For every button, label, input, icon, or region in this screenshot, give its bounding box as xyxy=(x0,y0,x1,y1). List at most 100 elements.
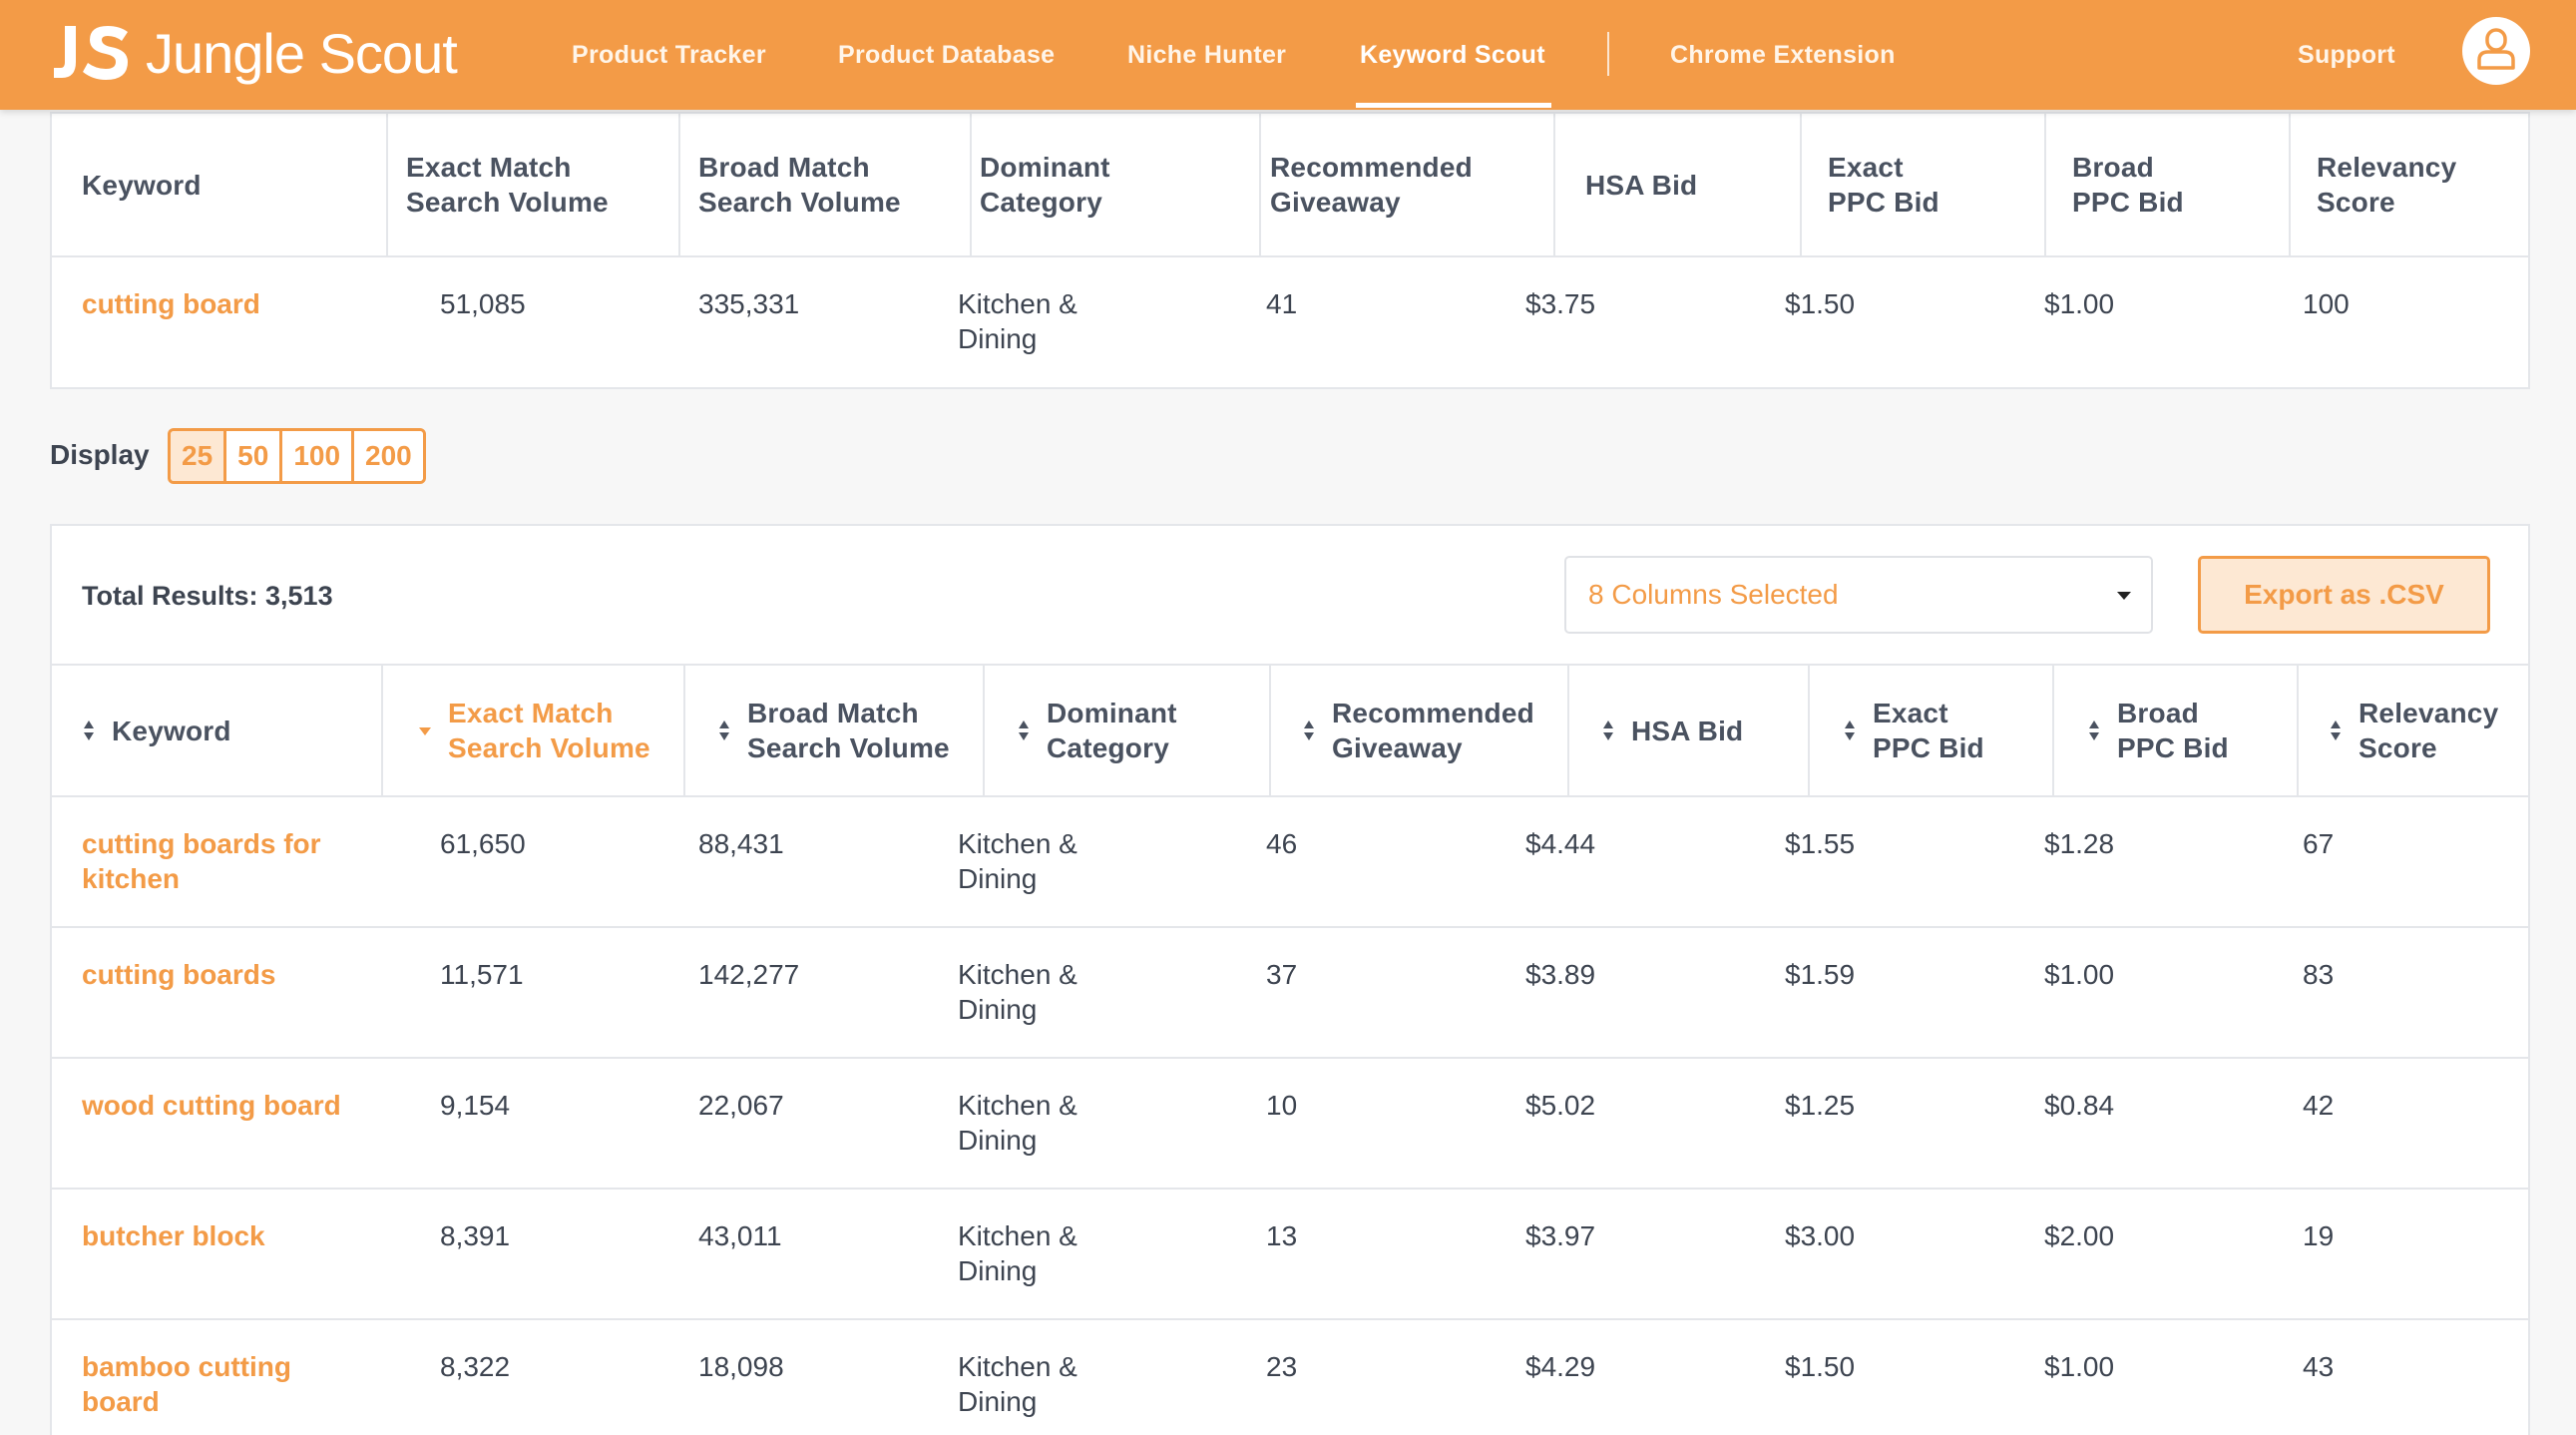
cell-relevancy: 67 xyxy=(2303,828,2335,859)
sort-arrows-icon[interactable] xyxy=(1017,718,1031,743)
keyword-link[interactable]: cutting board xyxy=(82,288,260,319)
column-header-broad-ppc[interactable]: Broad PPC Bid xyxy=(2087,666,2229,795)
column-header-category: Dominant Category xyxy=(980,114,1110,255)
column-header-exact-ppc: Exact PPC Bid xyxy=(1828,114,1939,255)
column-header-category[interactable]: Dominant Category xyxy=(1017,666,1177,795)
sort-arrows-icon[interactable] xyxy=(82,718,96,743)
column-divider xyxy=(1567,666,1569,795)
keyword-link[interactable]: butcher block xyxy=(82,1220,265,1251)
cell-giveaway: 46 xyxy=(1266,828,1298,859)
table-row[interactable]: bamboo cutting board 8,322 18,098 Kitchen &… xyxy=(52,1320,2528,1435)
nav-chrome-extension[interactable]: Chrome Extension xyxy=(1670,40,1896,69)
column-header-keyword[interactable]: Keyword xyxy=(82,666,231,795)
sort-arrows-icon[interactable] xyxy=(1302,718,1316,743)
keyword-link[interactable]: cutting boards xyxy=(82,959,276,990)
column-header-relevancy: Relevancy Score xyxy=(2317,114,2456,255)
cell-broad-volume: 43,011 xyxy=(698,1220,782,1251)
column-header-broad-ppc: Broad PPC Bid xyxy=(2072,114,2184,255)
user-avatar[interactable] xyxy=(2462,17,2530,85)
column-header-exact-volume[interactable]: Exact Match Search Volume xyxy=(418,666,650,795)
keyword-link[interactable]: bamboo cutting board xyxy=(82,1351,291,1417)
cell-giveaway: 23 xyxy=(1266,1351,1298,1382)
top-nav-bar: Jungle Scout Product Tracker Product Dat… xyxy=(0,0,2576,110)
column-header-relevancy[interactable]: Relevancy Score xyxy=(2329,666,2498,795)
cell-exact-volume: 8,391 xyxy=(440,1220,511,1251)
columns-select[interactable]: 8 Columns Selected xyxy=(1564,556,2153,634)
keyword-link[interactable]: cutting boards for kitchen xyxy=(82,828,321,894)
column-divider xyxy=(381,666,383,795)
cell-category: Kitchen & Dining xyxy=(958,828,1077,894)
column-header-label: HSA Bid xyxy=(1631,715,1744,746)
cell-category: Kitchen & Dining xyxy=(958,1090,1077,1156)
column-divider xyxy=(1800,114,1802,255)
column-header-giveaway: Recommended Giveaway xyxy=(1270,114,1473,255)
cell-broad-ppc: $1.00 xyxy=(2044,288,2115,319)
cell-exact-ppc: $1.50 xyxy=(1785,288,1856,319)
cell-exact-volume: 8,322 xyxy=(440,1351,511,1382)
row-divider xyxy=(52,255,2528,257)
cell-broad-volume: 22,067 xyxy=(698,1090,784,1121)
cell-broad-ppc: $2.00 xyxy=(2044,1220,2115,1251)
cell-broad-ppc: $1.28 xyxy=(2044,828,2115,859)
cell-exact-volume: 51,085 xyxy=(440,288,526,319)
nav-product-database[interactable]: Product Database xyxy=(838,40,1056,69)
brand-name: Jungle Scout xyxy=(146,21,458,85)
user-icon xyxy=(2476,27,2516,75)
cell-broad-volume: 18,098 xyxy=(698,1351,784,1382)
sort-desc-icon[interactable] xyxy=(418,718,432,743)
table-row[interactable]: cutting boards 11,571 142,277 Kitchen & Din… xyxy=(52,928,2528,1057)
row-divider xyxy=(52,1057,2528,1059)
cell-exact-ppc: $3.00 xyxy=(1785,1220,1856,1251)
column-divider xyxy=(2289,114,2291,255)
nav-support[interactable]: Support xyxy=(2298,40,2395,69)
page-size-selector: 25 50 100 200 xyxy=(168,428,426,484)
cell-giveaway: 13 xyxy=(1266,1220,1298,1251)
page-size-200[interactable]: 200 xyxy=(354,431,423,481)
column-header-label: Relevancy Score xyxy=(2317,152,2457,218)
sort-arrows-icon[interactable] xyxy=(1601,718,1615,743)
table-row[interactable]: butcher block 8,391 43,011 Kitchen & Dining… xyxy=(52,1190,2528,1318)
column-header-exact-ppc[interactable]: Exact PPC Bid xyxy=(1843,666,1984,795)
row-divider xyxy=(52,664,2528,666)
sort-arrows-icon[interactable] xyxy=(717,718,731,743)
page-size-25[interactable]: 25 xyxy=(171,431,227,481)
row-divider xyxy=(52,926,2528,928)
brand-logo[interactable]: Jungle Scout xyxy=(50,18,458,88)
sort-arrows-icon[interactable] xyxy=(1843,718,1857,743)
column-header-label: Broad Match Search Volume xyxy=(747,698,950,763)
nav-product-tracker[interactable]: Product Tracker xyxy=(572,40,766,69)
page-size-100[interactable]: 100 xyxy=(282,431,355,481)
sort-arrows-icon[interactable] xyxy=(2087,718,2101,743)
cell-hsa-bid: $3.89 xyxy=(1525,959,1596,990)
column-header-label: Exact Match Search Volume xyxy=(406,152,609,218)
nav-niche-hunter[interactable]: Niche Hunter xyxy=(1127,40,1287,69)
column-header-broad-volume[interactable]: Broad Match Search Volume xyxy=(717,666,950,795)
cell-exact-volume: 9,154 xyxy=(440,1090,511,1121)
column-header-label: Keyword xyxy=(82,169,202,201)
results-card: Total Results: 3,513 8 Columns Selected … xyxy=(50,524,2530,1435)
cell-exact-ppc: $1.50 xyxy=(1785,1351,1856,1382)
table-header: Keyword Exact Match Search Volume Broad Ma… xyxy=(52,666,2528,795)
column-header-label: Broad PPC Bid xyxy=(2117,698,2229,763)
sort-arrows-icon[interactable] xyxy=(2329,718,2343,743)
cell-broad-volume: 142,277 xyxy=(698,959,800,990)
table-row[interactable]: wood cutting board 9,154 22,067 Kitchen & D… xyxy=(52,1059,2528,1188)
column-divider xyxy=(1259,114,1261,255)
column-header-hsa-bid[interactable]: HSA Bid xyxy=(1601,666,1743,795)
column-divider xyxy=(683,666,685,795)
column-header-hsa-bid: HSA Bid xyxy=(1585,114,1697,255)
cell-hsa-bid: $4.29 xyxy=(1525,1351,1596,1382)
column-divider xyxy=(1269,666,1271,795)
page-size-50[interactable]: 50 xyxy=(226,431,283,481)
table-row[interactable]: cutting boards for kitchen 61,650 88,431 Ki… xyxy=(52,797,2528,926)
export-csv-button[interactable]: Export as .CSV xyxy=(2198,556,2490,634)
column-header-label: Dominant Category xyxy=(1047,698,1177,763)
cell-hsa-bid: $3.75 xyxy=(1525,288,1596,319)
table-header: Keyword Exact Match Search Volume Broad Ma… xyxy=(52,114,2528,255)
active-tab-indicator xyxy=(1356,103,1551,108)
column-header-giveaway[interactable]: Recommended Giveaway xyxy=(1302,666,1534,795)
column-divider xyxy=(2052,666,2054,795)
keyword-link[interactable]: wood cutting board xyxy=(82,1090,341,1121)
nav-keyword-scout[interactable]: Keyword Scout xyxy=(1360,40,1545,69)
cell-exact-ppc: $1.55 xyxy=(1785,828,1856,859)
